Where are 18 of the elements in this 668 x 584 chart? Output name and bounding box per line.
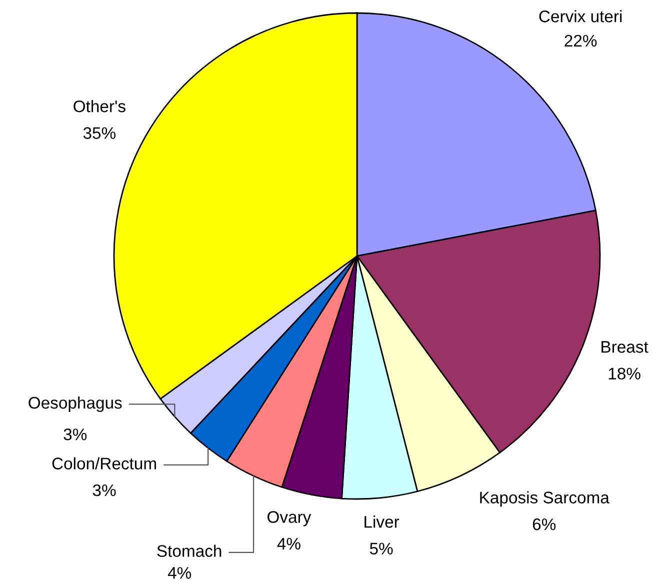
slice-label: Liver (364, 516, 400, 528)
slice-label: Stomach (157, 544, 222, 557)
slice-label: Cervix uteri (539, 10, 622, 22)
data-label: 3% (64, 428, 87, 440)
data-label: 4% (277, 538, 300, 550)
slice-label: Colon/Rectum (52, 457, 156, 470)
slice-label: Kaposis Sarcoma (480, 491, 610, 507)
data-label: 6% (532, 518, 556, 530)
data-label: 3% (92, 484, 116, 496)
data-label: 4% (168, 567, 192, 579)
data-label: 22% (564, 34, 597, 47)
slice-label: Other's (74, 100, 126, 112)
slice-label: Oesophagus (28, 396, 122, 412)
slice-label: Breast (602, 341, 648, 353)
data-label: 35% (83, 127, 116, 139)
slice-label: Ovary (268, 511, 312, 526)
data-label: 18% (608, 368, 640, 380)
data-label: 5% (370, 542, 393, 555)
